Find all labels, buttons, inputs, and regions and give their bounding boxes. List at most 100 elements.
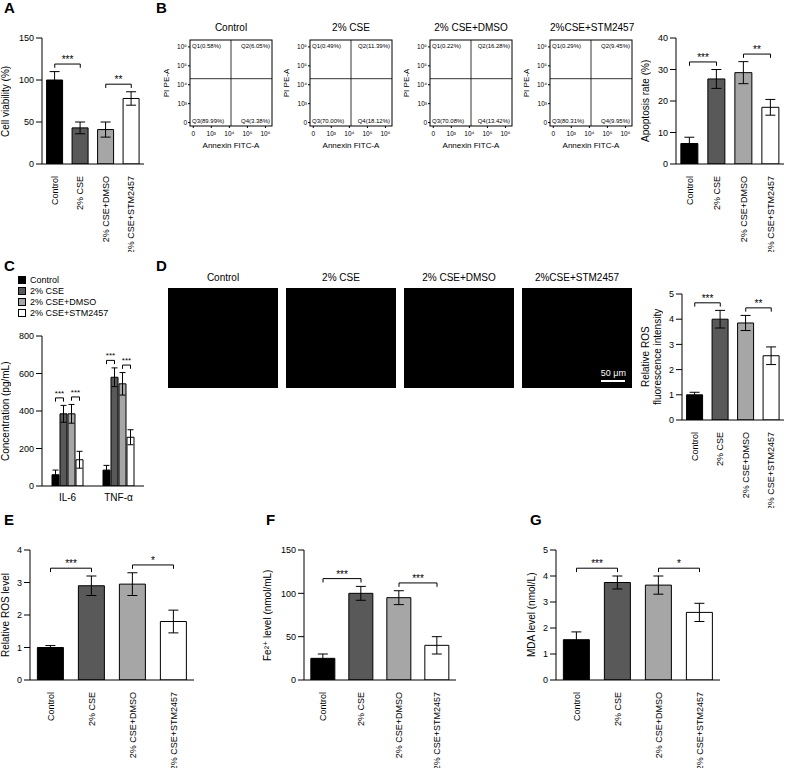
svg-text:0: 0: [183, 119, 187, 126]
svg-text:10⁴: 10⁴: [297, 81, 307, 88]
svg-text:Control: Control: [690, 432, 700, 461]
svg-text:10⁴: 10⁴: [417, 81, 427, 88]
svg-text:10⁶: 10⁶: [537, 43, 547, 50]
svg-text:2% CSE+DMSO: 2% CSE+DMSO: [128, 692, 138, 758]
svg-text:10³: 10³: [178, 100, 188, 107]
svg-text:10⁵: 10⁵: [537, 62, 547, 69]
svg-text:4: 4: [543, 571, 548, 581]
svg-text:***: ***: [702, 293, 714, 304]
svg-text:30: 30: [658, 65, 668, 75]
svg-text:2% CSE+STM2457: 2% CSE+STM2457: [169, 692, 179, 768]
svg-text:PI PE-A: PI PE-A: [162, 68, 171, 97]
svg-text:Q3(80.31%): Q3(80.31%): [552, 118, 584, 124]
svg-text:10⁴: 10⁴: [584, 130, 594, 137]
svg-text:0: 0: [191, 130, 195, 137]
svg-text:2% CSE: 2% CSE: [613, 692, 623, 726]
svg-text:2% CSE+DMSO: 2% CSE+DMSO: [101, 176, 111, 242]
svg-text:PI PE-A: PI PE-A: [522, 68, 531, 97]
svg-text:20: 20: [658, 96, 668, 106]
svg-text:*: *: [151, 555, 155, 566]
svg-text:0: 0: [17, 675, 22, 685]
svg-text:0: 0: [303, 119, 307, 126]
svg-text:Annexin FITC-A: Annexin FITC-A: [203, 141, 261, 150]
svg-text:3: 3: [543, 597, 548, 607]
svg-text:10⁴: 10⁴: [537, 81, 547, 88]
svg-text:***: ***: [65, 558, 77, 569]
svg-text:10⁶: 10⁶: [417, 43, 427, 50]
svg-text:2% CSE+STM2457: 2% CSE+STM2457: [126, 176, 136, 252]
svg-text:10⁵: 10⁵: [297, 62, 307, 69]
svg-text:Q4(13.42%): Q4(13.42%): [478, 118, 510, 124]
svg-text:100: 100: [281, 589, 296, 599]
svg-text:150: 150: [19, 33, 34, 43]
svg-text:**: **: [755, 298, 763, 309]
svg-text:10⁴: 10⁴: [344, 130, 354, 137]
svg-text:2% CSE+DMSO: 2% CSE+DMSO: [654, 692, 664, 758]
svg-text:Annexin FITC-A: Annexin FITC-A: [323, 141, 381, 150]
svg-text:Control: Control: [46, 692, 56, 721]
svg-text:0: 0: [29, 481, 34, 491]
svg-text:***: ***: [697, 52, 709, 63]
svg-text:200: 200: [19, 444, 34, 454]
svg-text:5: 5: [543, 545, 548, 555]
svg-text:150: 150: [281, 545, 296, 555]
svg-text:Q2(9.45%): Q2(9.45%): [601, 43, 630, 49]
svg-text:50: 50: [24, 117, 34, 127]
svg-text:3: 3: [669, 340, 674, 350]
svg-text:Annexin FITC-A: Annexin FITC-A: [443, 141, 501, 150]
svg-text:10⁵: 10⁵: [602, 130, 612, 137]
svg-text:2% CSE: 2% CSE: [87, 692, 97, 726]
svg-text:2% CSE: 2% CSE: [715, 432, 725, 466]
svg-text:0: 0: [29, 159, 34, 169]
svg-text:2% CSE: 2% CSE: [712, 176, 722, 210]
svg-text:*: *: [677, 558, 681, 569]
svg-text:10⁴: 10⁴: [224, 130, 234, 137]
svg-text:10³: 10³: [207, 130, 217, 137]
svg-text:4: 4: [17, 545, 22, 555]
svg-text:10: 10: [658, 128, 668, 138]
svg-text:2: 2: [543, 623, 548, 633]
svg-text:***: ***: [336, 569, 348, 580]
svg-text:2: 2: [669, 365, 674, 375]
svg-text:IL-6: IL-6: [59, 492, 77, 503]
svg-text:Control: Control: [50, 176, 60, 205]
svg-text:400: 400: [19, 406, 34, 416]
svg-text:Q4(3.38%): Q4(3.38%): [241, 118, 270, 124]
svg-text:***: ***: [71, 388, 80, 397]
svg-text:Q3(89.99%): Q3(89.99%): [192, 118, 224, 124]
svg-text:10⁵: 10⁵: [177, 62, 187, 69]
svg-text:10³: 10³: [298, 100, 308, 107]
svg-text:3: 3: [17, 578, 22, 588]
svg-text:Q2(11.39%): Q2(11.39%): [358, 43, 390, 49]
svg-text:Control: Control: [572, 692, 582, 721]
svg-text:1: 1: [543, 649, 548, 659]
svg-text:10⁵: 10⁵: [362, 130, 372, 137]
svg-text:4: 4: [669, 314, 674, 324]
svg-text:2% CSE+DMSO: 2% CSE+DMSO: [394, 692, 404, 758]
svg-text:10⁶: 10⁶: [500, 130, 510, 137]
svg-text:10⁶: 10⁶: [260, 130, 270, 137]
svg-text:10⁶: 10⁶: [297, 43, 307, 50]
svg-text:0: 0: [551, 130, 555, 137]
svg-text:0: 0: [669, 415, 674, 425]
svg-text:***: ***: [412, 573, 424, 584]
svg-text:1: 1: [17, 643, 22, 653]
svg-text:10³: 10³: [418, 100, 428, 107]
svg-text:***: ***: [62, 54, 74, 65]
svg-text:10⁵: 10⁵: [242, 130, 252, 137]
svg-text:5: 5: [669, 289, 674, 299]
svg-text:10³: 10³: [567, 130, 577, 137]
svg-text:0: 0: [663, 159, 668, 169]
svg-text:Q3(70.08%): Q3(70.08%): [432, 118, 464, 124]
svg-text:0: 0: [311, 130, 315, 137]
svg-text:1: 1: [669, 390, 674, 400]
svg-text:Q3(70.00%): Q3(70.00%): [312, 118, 344, 124]
svg-text:10⁴: 10⁴: [177, 81, 187, 88]
svg-text:PI PE-A: PI PE-A: [402, 68, 411, 97]
svg-text:0: 0: [543, 675, 548, 685]
svg-text:2% CSE+STM2457: 2% CSE+STM2457: [766, 432, 776, 508]
svg-text:2% CSE: 2% CSE: [75, 176, 85, 210]
svg-text:10⁶: 10⁶: [380, 130, 390, 137]
svg-text:2% CSE+DMSO: 2% CSE+DMSO: [739, 176, 749, 242]
svg-text:2% CSE+STM2457: 2% CSE+STM2457: [695, 692, 705, 768]
